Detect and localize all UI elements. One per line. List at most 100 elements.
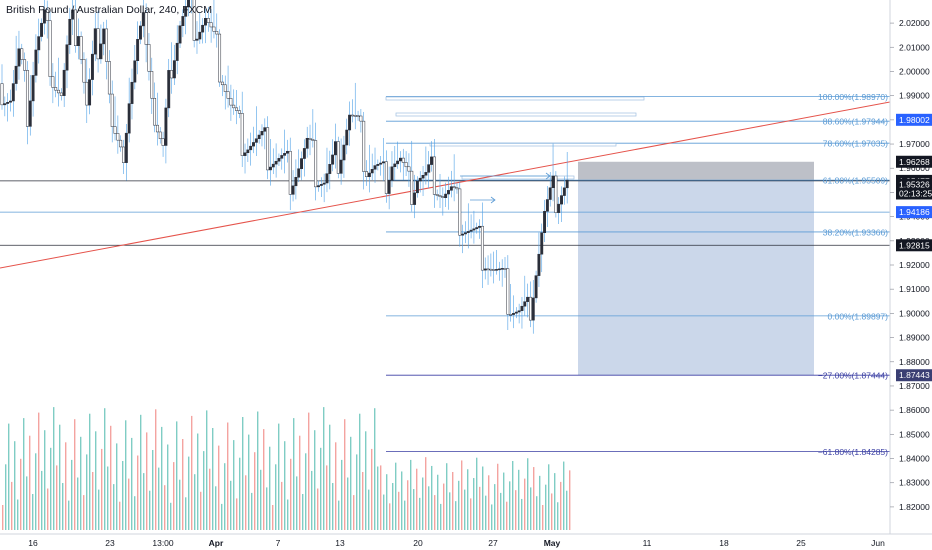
candle-body	[102, 28, 106, 45]
candle-body	[543, 211, 547, 233]
price-label-box	[896, 206, 932, 219]
volume-bar	[62, 483, 64, 530]
volume-bar	[299, 435, 301, 530]
price-tick-label: 1.89000	[899, 333, 930, 343]
volume-bar	[380, 465, 382, 530]
volume-bar	[422, 477, 424, 530]
volume-bar	[185, 497, 187, 530]
candle-body	[492, 269, 496, 271]
volume-bar	[212, 428, 214, 530]
candle-body	[170, 70, 174, 79]
volume-bar	[539, 475, 541, 530]
candle-body	[297, 168, 301, 178]
candle-body	[122, 146, 125, 163]
candle-body	[367, 172, 371, 177]
candle-body	[401, 157, 405, 163]
volume-bar	[350, 436, 352, 530]
volume-bar	[533, 467, 535, 530]
candle-body	[540, 232, 544, 255]
candle-body	[407, 166, 411, 172]
candle-body	[345, 129, 349, 146]
candle-body	[384, 161, 388, 194]
volume-bar	[53, 407, 55, 530]
volume-bar	[203, 451, 205, 530]
candle-body	[271, 163, 275, 168]
candle-body	[427, 164, 431, 173]
volume-bar	[461, 460, 463, 530]
volume-bar	[440, 503, 442, 530]
candle-body	[291, 185, 295, 195]
candle-body	[51, 76, 55, 88]
volume-bar	[215, 486, 217, 530]
volume-bar	[326, 465, 328, 530]
annotation-arrow	[460, 172, 551, 180]
candle-body	[71, 9, 75, 20]
candle-body	[116, 133, 120, 141]
candle-body	[308, 137, 312, 140]
candle-body	[90, 53, 94, 80]
volume-bar	[242, 417, 244, 530]
candle-body	[466, 231, 470, 233]
candle-body	[438, 195, 442, 197]
volume-bar	[551, 493, 553, 530]
candle-body	[34, 49, 38, 76]
volume-bar	[383, 494, 385, 530]
volume-bar	[257, 411, 259, 530]
volume-bar	[110, 425, 112, 530]
candle-body	[452, 186, 456, 189]
candle-body	[500, 268, 504, 270]
volume-bar	[371, 448, 373, 530]
candle-body	[110, 93, 114, 127]
candle-body	[441, 196, 445, 199]
volume-bar	[74, 419, 76, 530]
volume-bar	[503, 472, 505, 530]
candle-body	[350, 114, 354, 117]
volume-bar	[278, 423, 280, 530]
volume-bar	[500, 492, 502, 530]
volume-bar	[86, 454, 88, 530]
candle-body	[195, 38, 199, 41]
volume-bar	[104, 408, 106, 530]
volume-bar	[296, 476, 298, 530]
volume-bar	[191, 415, 193, 530]
candle-body	[28, 100, 32, 127]
candle-body	[455, 187, 459, 190]
volume-bar	[38, 412, 40, 530]
volume-bar	[182, 439, 184, 530]
volume-bar	[179, 479, 181, 530]
candle-body	[17, 48, 21, 67]
candle-body	[3, 103, 7, 106]
candle-body	[444, 193, 448, 199]
candle-body	[396, 160, 400, 165]
candle-body	[537, 253, 541, 276]
price-label-text: 1.96268	[899, 157, 930, 167]
candle-body	[93, 28, 97, 55]
price-label-text: 1.94186	[899, 207, 930, 217]
candle-body	[274, 160, 278, 165]
volume-bar	[293, 418, 295, 530]
volume-bar	[218, 445, 220, 530]
volume-bar	[401, 471, 403, 530]
volume-bar	[542, 505, 544, 530]
volume-bar	[155, 409, 157, 530]
volume-bar	[425, 457, 427, 530]
time-tick-label: 23	[105, 538, 115, 548]
volume-bar	[431, 465, 433, 530]
candle-body	[548, 187, 552, 200]
candle-body	[105, 28, 109, 62]
volume-bar	[458, 480, 460, 530]
volume-bar	[455, 501, 457, 530]
candle-body	[82, 59, 86, 83]
candle-body	[280, 155, 284, 159]
candle-body	[167, 70, 171, 109]
volume-bar	[92, 472, 94, 530]
candle-body	[257, 134, 261, 139]
volume-bar	[119, 501, 121, 530]
candle-body	[20, 48, 24, 60]
candle-body	[263, 127, 267, 132]
volume-bar	[167, 444, 169, 530]
volume-bar	[14, 441, 16, 530]
volume-bar	[320, 447, 322, 530]
candle-body	[356, 115, 360, 117]
